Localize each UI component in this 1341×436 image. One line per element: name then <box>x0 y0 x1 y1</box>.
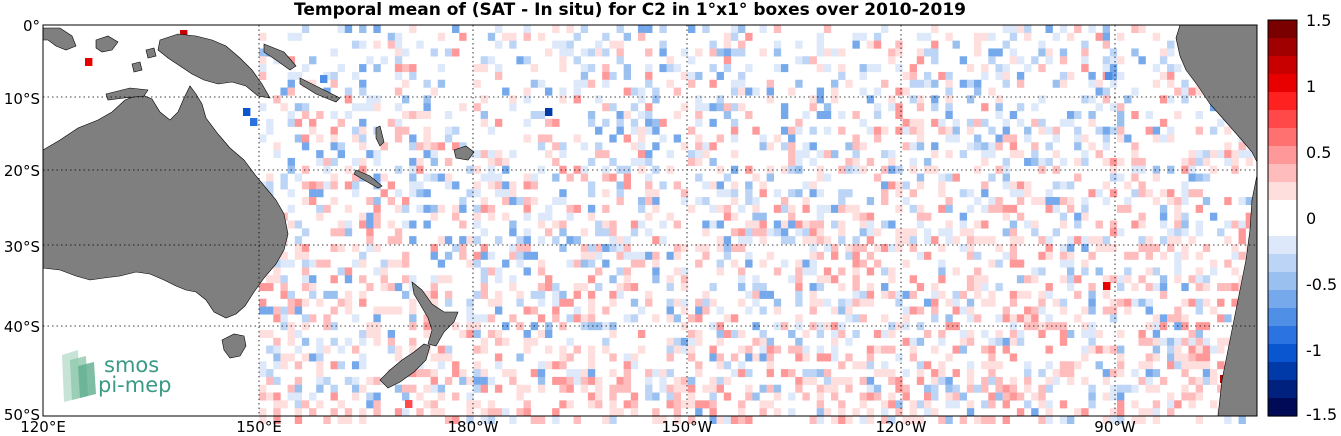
colorbar-swatch <box>1268 110 1297 129</box>
colorbar-swatch <box>1268 38 1297 57</box>
lon-label: 150°W <box>662 418 713 436</box>
land-vanuatu <box>375 125 385 147</box>
longitude-labels: 120°E 150°E 180°W 150°W 120°W 90°W <box>20 418 1136 436</box>
land-fiji <box>453 145 475 161</box>
logo-text-smos: smos <box>104 353 159 377</box>
colorbar-swatch <box>1268 326 1297 345</box>
lat-label: 30°S <box>4 238 40 256</box>
colorbar-tick: -1.5 <box>1306 405 1337 424</box>
land-indonesia <box>42 27 77 51</box>
lon-label: 90°W <box>1094 418 1136 436</box>
colorbar-swatch <box>1268 164 1297 183</box>
land-tasmania <box>221 333 247 359</box>
map-area <box>42 24 1258 425</box>
lat-label: 50°S <box>4 406 40 424</box>
land-south-america <box>1175 24 1258 163</box>
lat-label: 20°S <box>4 162 40 180</box>
colorbar-swatch <box>1268 254 1297 273</box>
colorbar-swatch <box>1268 290 1297 309</box>
colorbar-swatch <box>1268 146 1297 165</box>
colorbar: 1.5 1 0.5 0 -0.5 -1 -1.5 <box>1267 11 1337 424</box>
smos-pimep-logo: smos pi-mep <box>62 350 171 402</box>
land-sulawesi <box>95 35 119 53</box>
colorbar-swatch <box>1268 380 1297 399</box>
anomaly-cells <box>85 25 1254 425</box>
land-new-guinea <box>157 33 271 99</box>
colorbar-swatch <box>1268 20 1297 39</box>
map-frame <box>42 24 1258 417</box>
colorbar-swatch <box>1268 362 1297 381</box>
land-small-islands <box>131 47 157 73</box>
land-bismarck <box>263 43 297 71</box>
colorbar-tick: 1.5 <box>1306 11 1331 30</box>
colorbar-swatch <box>1268 92 1297 111</box>
land-nz-north <box>411 281 459 347</box>
lat-label: 0° <box>23 17 40 35</box>
colorbar-tick: -0.5 <box>1306 275 1337 294</box>
land-solomon <box>299 77 341 103</box>
colorbar-swatch <box>1268 344 1297 363</box>
colorbar-tick: 0.5 <box>1306 143 1331 162</box>
colorbar-swatch <box>1268 308 1297 327</box>
colorbar-tick: -1 <box>1306 341 1322 360</box>
map-title: Temporal mean of (SAT - In situ) for C2 … <box>294 0 966 20</box>
colorbar-frame <box>1267 19 1298 417</box>
land-nz-south <box>379 343 431 389</box>
colorbar-swatch <box>1268 56 1297 75</box>
colorbar-swatch <box>1268 218 1297 237</box>
colorbar-swatch <box>1268 236 1297 255</box>
lon-label: 120°W <box>876 418 927 436</box>
colorbar-tick: 0 <box>1306 209 1316 228</box>
colorbar-swatch <box>1268 272 1297 291</box>
lat-label: 40°S <box>4 318 40 336</box>
land-australia <box>42 85 289 319</box>
colorbar-swatches <box>1268 20 1297 417</box>
colorbar-swatch <box>1268 74 1297 93</box>
land-new-caledonia <box>353 169 383 189</box>
colorbar-swatch <box>1268 398 1297 417</box>
lat-label: 10°S <box>4 90 40 108</box>
lon-label: 180°W <box>448 418 499 436</box>
logo-text-pimep: pi-mep <box>98 373 171 397</box>
colorbar-swatch <box>1268 182 1297 201</box>
colorbar-tick: 1 <box>1306 77 1316 96</box>
colorbar-swatch <box>1268 200 1297 219</box>
colorbar-swatch <box>1268 128 1297 147</box>
lon-label: 120°E <box>20 418 66 436</box>
latitude-labels: 0° 10°S 20°S 30°S 40°S 50°S <box>4 17 40 424</box>
lon-label: 150°E <box>236 418 282 436</box>
